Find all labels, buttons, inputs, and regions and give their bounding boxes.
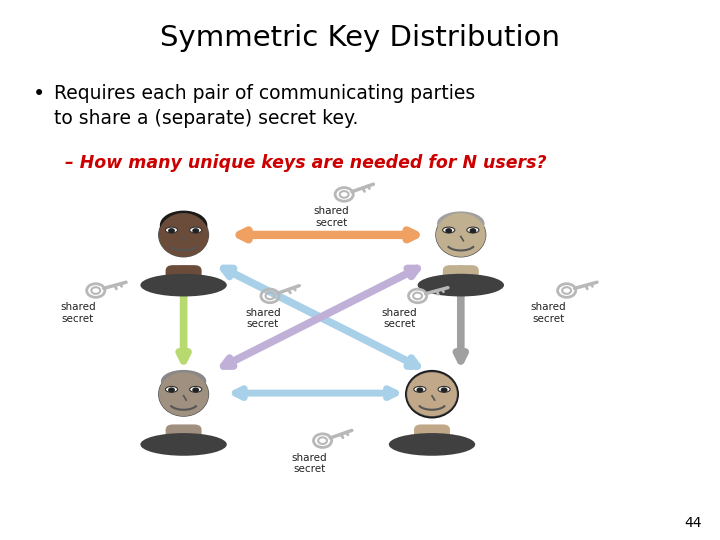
Circle shape xyxy=(168,387,175,393)
FancyBboxPatch shape xyxy=(414,424,450,451)
Text: shared
secret: shared secret xyxy=(245,308,281,329)
Ellipse shape xyxy=(389,433,475,456)
FancyBboxPatch shape xyxy=(166,424,202,451)
Ellipse shape xyxy=(408,373,456,416)
FancyBboxPatch shape xyxy=(443,265,479,292)
Ellipse shape xyxy=(140,433,227,456)
Ellipse shape xyxy=(436,213,485,257)
Circle shape xyxy=(192,228,199,233)
Text: shared
secret: shared secret xyxy=(382,308,418,329)
Ellipse shape xyxy=(467,227,479,233)
Ellipse shape xyxy=(436,213,485,257)
Ellipse shape xyxy=(189,387,202,392)
Ellipse shape xyxy=(161,370,207,393)
Ellipse shape xyxy=(158,373,209,416)
Ellipse shape xyxy=(414,387,426,392)
Text: shared
secret: shared secret xyxy=(60,302,96,324)
Ellipse shape xyxy=(189,227,202,233)
Ellipse shape xyxy=(158,373,209,416)
Circle shape xyxy=(168,228,175,233)
Ellipse shape xyxy=(408,373,456,416)
Ellipse shape xyxy=(166,387,178,392)
Text: shared
secret: shared secret xyxy=(531,302,567,324)
Text: 44: 44 xyxy=(685,516,702,530)
Ellipse shape xyxy=(160,211,207,240)
Ellipse shape xyxy=(418,274,504,296)
Text: •: • xyxy=(32,84,45,104)
FancyBboxPatch shape xyxy=(166,265,202,292)
Text: – How many unique keys are needed for N users?: – How many unique keys are needed for N … xyxy=(65,154,546,172)
Ellipse shape xyxy=(437,212,485,235)
Ellipse shape xyxy=(166,227,178,233)
Text: shared
secret: shared secret xyxy=(292,453,328,474)
Ellipse shape xyxy=(158,213,209,257)
Ellipse shape xyxy=(405,370,459,418)
Circle shape xyxy=(469,228,477,233)
Text: Requires each pair of communicating parties
to share a (separate) secret key.: Requires each pair of communicating part… xyxy=(54,84,475,129)
Ellipse shape xyxy=(140,274,227,296)
Circle shape xyxy=(192,387,199,393)
Circle shape xyxy=(441,387,448,393)
Text: Symmetric Key Distribution: Symmetric Key Distribution xyxy=(160,24,560,52)
Ellipse shape xyxy=(443,227,455,233)
Circle shape xyxy=(416,387,423,393)
Circle shape xyxy=(445,228,452,233)
Ellipse shape xyxy=(438,387,450,392)
Text: shared
secret: shared secret xyxy=(313,206,349,228)
Ellipse shape xyxy=(158,213,209,257)
